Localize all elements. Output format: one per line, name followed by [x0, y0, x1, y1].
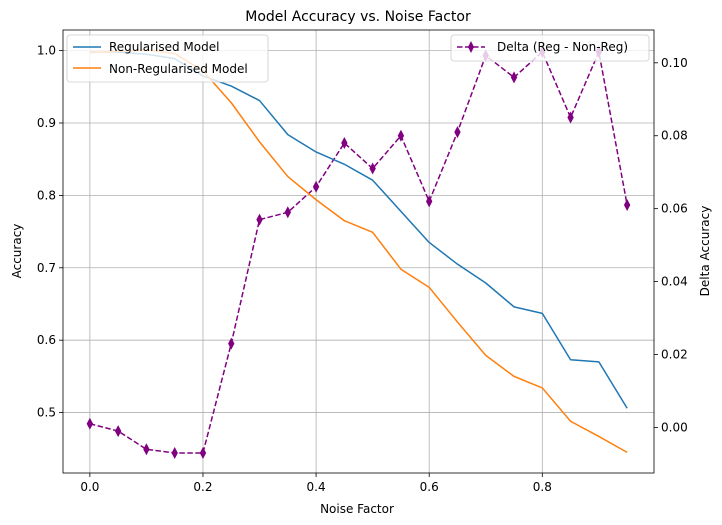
x-axis: 0.0 0.2 0.4 0.6 0.8	[80, 473, 552, 494]
y-tick-label: 0.7	[37, 261, 56, 275]
legend-marker-delta	[468, 41, 474, 53]
data-point-delta-reg-non-reg	[510, 71, 518, 84]
data-point-delta-reg-non-reg	[228, 337, 235, 350]
y-right-tick-label: 0.04	[661, 275, 688, 289]
data-point-delta-reg-non-reg	[623, 199, 631, 212]
data-point-delta-reg-non-reg	[312, 180, 320, 193]
y-tick-label: 0.5	[37, 406, 56, 420]
chart-title: Model Accuracy vs. Noise Factor	[245, 9, 471, 25]
data-point-delta-reg-non-reg	[114, 425, 122, 438]
x-tick-label: 0.4	[307, 480, 326, 494]
data-point-delta-reg-non-reg	[454, 126, 461, 139]
data-point-delta-reg-non-reg	[397, 129, 405, 142]
data-point-delta-reg-non-reg	[369, 162, 376, 175]
legend-left-box	[66, 34, 269, 83]
legend-label-delta: Delta (Reg - Non-Reg)	[497, 40, 628, 54]
data-point-delta-reg-non-reg	[86, 417, 94, 430]
x-tick-label: 0.6	[420, 480, 439, 494]
legend-left: Regularised Model Non-Regularised Model	[66, 34, 269, 83]
x-tick-label: 0.0	[80, 480, 99, 494]
y-tick-label: 0.8	[37, 188, 56, 202]
y-axis-right: 0.00 0.02 0.04 0.06 0.08 0.10	[654, 56, 688, 434]
data-point-delta-reg-non-reg	[143, 443, 150, 456]
series-line-delta-reg-non-reg	[89, 51, 628, 454]
data-point-delta-reg-non-reg	[256, 213, 263, 226]
legend-label-regularised: Regularised Model	[109, 40, 219, 54]
data-point-delta-reg-non-reg	[284, 206, 292, 219]
legend-right-box	[450, 34, 650, 62]
data-point-delta-reg-non-reg	[341, 137, 348, 150]
legend-label-non-regularised: Non-Regularised Model	[109, 62, 248, 76]
y-right-tick-label: 0.00	[661, 420, 688, 434]
x-tick-label: 0.2	[193, 480, 212, 494]
data-point-delta-reg-non-reg	[425, 195, 433, 208]
y-right-tick-label: 0.06	[661, 202, 688, 216]
y-tick-label: 1.0	[37, 44, 56, 58]
y-right-tick-label: 0.02	[661, 348, 688, 362]
plot-frame	[62, 29, 655, 474]
y-tick-label: 0.9	[37, 116, 56, 130]
x-axis-label: Noise Factor	[320, 502, 394, 516]
data-point-delta-reg-non-reg	[171, 446, 178, 459]
y-tick-label: 0.6	[37, 333, 56, 347]
y-right-tick-label: 0.10	[661, 56, 688, 70]
data-point-delta-reg-non-reg	[567, 111, 574, 124]
y-axis-right-label: Delta Accuracy	[698, 206, 712, 297]
y-axis-left: 0.5 0.6 0.7 0.8 0.9 1.0	[37, 44, 63, 420]
x-tick-label: 0.8	[533, 480, 552, 494]
data-point-delta-reg-non-reg	[199, 446, 207, 459]
y-right-tick-label: 0.08	[661, 129, 688, 143]
y-axis-label: Accuracy	[10, 224, 24, 279]
legend-right: Delta (Reg - Non-Reg)	[450, 34, 650, 62]
